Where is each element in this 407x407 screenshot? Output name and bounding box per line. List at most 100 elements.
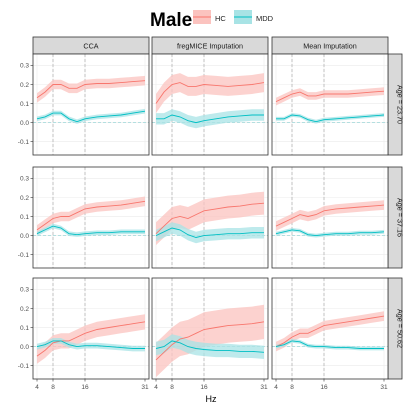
series-line-mdd [276, 114, 385, 123]
panel-border [271, 53, 389, 156]
series-line-hc [36, 321, 146, 357]
x-tick-label: 16 [81, 384, 89, 391]
y-tick-label: 0.0 [20, 120, 29, 127]
y-tick-label: 0.2 [20, 306, 29, 313]
x-tick-label: 4 [274, 384, 278, 391]
ci-band-hc [156, 304, 264, 378]
series-line-hc [36, 80, 146, 99]
x-tick-label: 16 [200, 384, 208, 391]
panel-background [33, 54, 149, 155]
ci-band-hc [156, 73, 264, 114]
strip-col-fregmice-imputation: fregMICE Imputation [151, 36, 269, 55]
panel-age-23-70-cca: -0.1 0.0 0.1 0.2 0.3 [18, 53, 150, 156]
panel-age-37-16-cca: -0.1 0.0 0.1 0.2 0.3 [18, 166, 150, 269]
ci-band-mdd [156, 334, 264, 359]
panel-border [271, 277, 389, 380]
panel-border [151, 277, 269, 380]
panel-border [271, 166, 389, 269]
y-tick-label: 0.0 [20, 344, 29, 351]
y-tick-label: 0.1 [20, 214, 29, 221]
x-tick-label: 8 [170, 384, 174, 391]
panel-age-23-70-fregmice-imputation [151, 53, 269, 156]
strip-col-label: fregMICE Imputation [177, 42, 243, 51]
panel-age-50-62-fregmice-imputation: 4 8 16 31 [151, 277, 269, 391]
panel-age-50-62-mean-imputation: 4 8 16 31 [271, 277, 389, 391]
series-line-hc [275, 315, 385, 348]
panel-age-23-70-mean-imputation [271, 53, 389, 156]
strip-row-age-50-62: Age = 50.62 [387, 277, 405, 380]
series-line-mdd [36, 225, 145, 236]
panel-age-37-16-fregmice-imputation [151, 166, 269, 269]
x-tick-label: 31 [260, 384, 268, 391]
strip-col-label: Mean Imputation [303, 42, 357, 51]
legend-item-hc: HC [193, 10, 226, 24]
ci-band-mdd [276, 113, 384, 124]
panel-border [32, 277, 150, 380]
y-tick-label: 0.3 [20, 287, 29, 294]
ci-band-mdd [276, 228, 384, 238]
ci-band-hc [276, 311, 384, 352]
panel-age-37-16-mean-imputation [271, 166, 389, 269]
strip-row-age-37-16: Age = 37.16 [387, 166, 405, 269]
x-tick-label: 31 [380, 384, 388, 391]
strip-col-cca: CCA [32, 36, 150, 55]
x-axis-label: Hz [206, 394, 217, 404]
series-line-hc [155, 202, 265, 235]
series-line-hc [275, 90, 385, 103]
legend-item-mdd: MDD [234, 10, 274, 24]
series-line-hc [155, 321, 265, 361]
ci-band-mdd [37, 108, 145, 124]
y-tick-label: 0.3 [20, 176, 29, 183]
panel-border [151, 53, 269, 156]
ci-band-hc [37, 314, 145, 364]
ci-band-mdd [156, 222, 264, 244]
series-line-mdd [275, 340, 384, 349]
panel-border [32, 166, 150, 269]
x-tick-label: 31 [141, 384, 149, 391]
y-tick-label: 0.2 [20, 82, 29, 89]
y-tick-label: 0.1 [20, 325, 29, 332]
legend-label-mdd: MDD [256, 14, 274, 23]
x-tick-label: 4 [35, 384, 39, 391]
strip-col-mean-imputation: Mean Imputation [271, 36, 389, 55]
y-tick-label: 0.3 [20, 63, 29, 70]
y-tick-label: 0.2 [20, 195, 29, 202]
y-tick-label: 0.1 [20, 101, 29, 108]
strip-row-label: Age = 37.16 [396, 198, 405, 237]
y-tick-label: -0.1 [18, 363, 30, 370]
y-tick-label: -0.1 [18, 252, 30, 259]
panel-age-50-62-cca: -0.1 0.0 0.1 0.2 0.3 4 8 16 31 [18, 277, 150, 391]
series-line-mdd [36, 110, 146, 123]
strip-col-label: CCA [83, 42, 98, 51]
ci-band-mdd [276, 339, 384, 351]
series-line-hc [155, 82, 265, 104]
x-tick-label: 8 [51, 384, 55, 391]
x-tick-label: 4 [154, 384, 158, 391]
strip-row-label: Age = 23.70 [396, 85, 405, 124]
series-line-hc [36, 200, 146, 231]
strip-row-age-23-70: Age = 23.70 [387, 53, 405, 156]
y-tick-label: -0.1 [18, 139, 30, 146]
legend: Male HC MDD [150, 10, 274, 31]
series-line-mdd [156, 114, 264, 124]
x-tick-label: 16 [320, 384, 328, 391]
panel-background [272, 54, 388, 155]
chart-title: Male [150, 10, 192, 31]
series-line-hc [275, 204, 385, 227]
x-tick-label: 8 [290, 384, 294, 391]
ci-band-mdd [37, 223, 145, 237]
panel-border [32, 53, 150, 156]
panel-background [152, 54, 268, 155]
legend-label-hc: HC [215, 14, 226, 23]
ci-band-hc [276, 87, 384, 106]
series-line-mdd [155, 340, 265, 353]
ci-band-hc [37, 196, 145, 235]
ci-band-hc [276, 200, 384, 231]
series-line-mdd [155, 227, 264, 238]
panel-border [151, 166, 269, 269]
series-line-mdd [275, 229, 385, 237]
series-line-mdd [36, 340, 145, 349]
ci-band-mdd [156, 109, 264, 129]
ci-band-hc [156, 191, 264, 246]
